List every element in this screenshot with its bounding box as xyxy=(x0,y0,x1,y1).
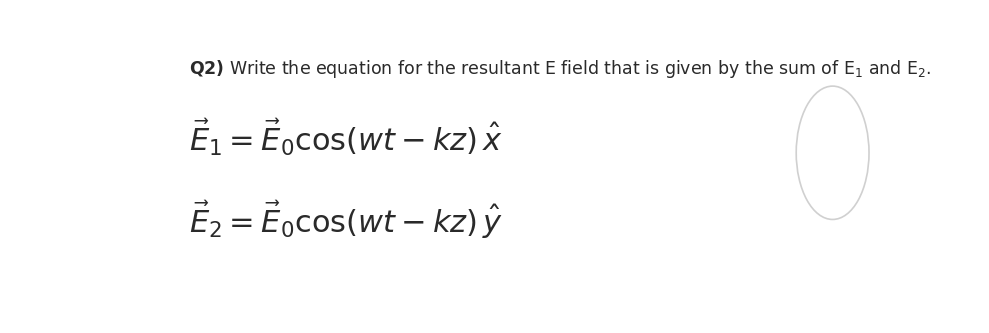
Text: $\bf{Q2)}$: $\bf{Q2)}$ xyxy=(189,58,225,78)
Text: Write the equation for the resultant E field that is given by the sum of E$_1$ a: Write the equation for the resultant E f… xyxy=(228,58,931,80)
Text: $\vec{E}_2 = \vec{E}_0 \cos(wt - kz)\, \hat{y}$: $\vec{E}_2 = \vec{E}_0 \cos(wt - kz)\, \… xyxy=(189,199,502,241)
Text: $\vec{E}_1 = \vec{E}_0 \cos(wt - kz)\, \hat{x}$: $\vec{E}_1 = \vec{E}_0 \cos(wt - kz)\, \… xyxy=(189,117,502,158)
